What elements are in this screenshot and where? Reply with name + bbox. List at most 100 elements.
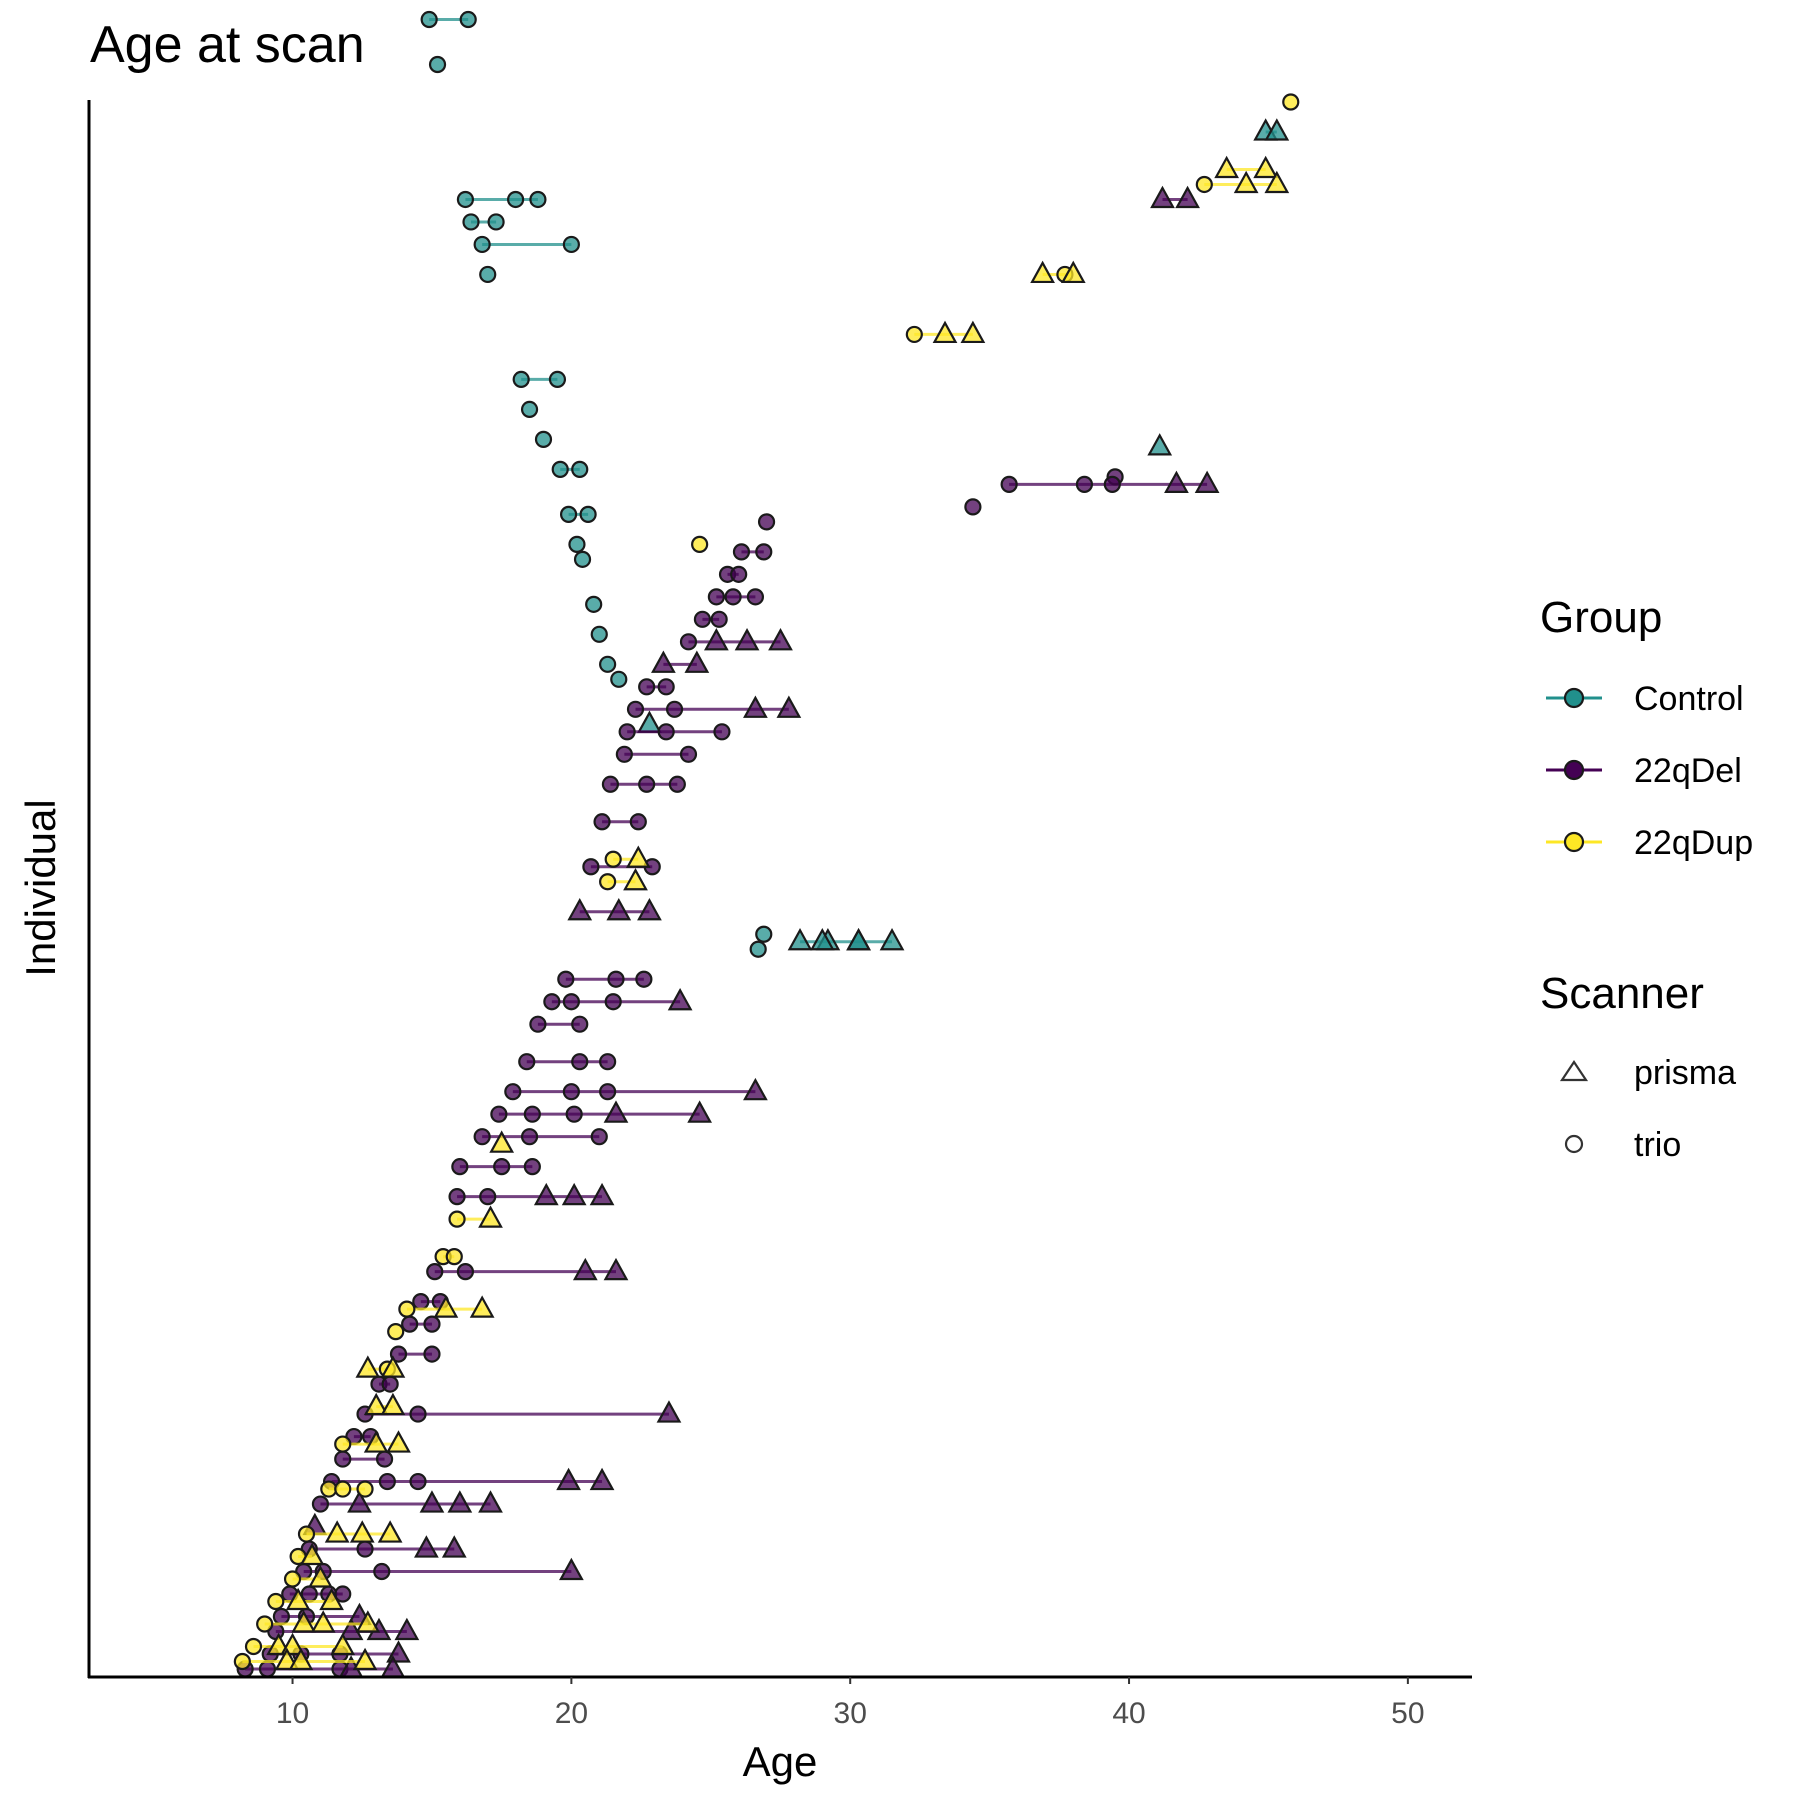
data-point-trio bbox=[473, 1128, 491, 1146]
data-point-trio bbox=[599, 655, 617, 673]
x-axis-ticks: 10 20 30 40 50 bbox=[276, 1677, 1425, 1730]
data-point-trio bbox=[1195, 175, 1213, 194]
data-point-trio bbox=[1282, 93, 1300, 111]
data-point-trio bbox=[551, 460, 569, 478]
legend-title-group: Group bbox=[1540, 593, 1662, 642]
data-point-prisma bbox=[299, 1542, 325, 1566]
data-point-prisma bbox=[291, 1610, 317, 1633]
data-point-trio bbox=[507, 190, 525, 209]
data-point-trio bbox=[657, 678, 675, 696]
data-point-trio bbox=[493, 1158, 511, 1176]
data-point-trio bbox=[710, 610, 728, 628]
legend-label: trio bbox=[1634, 1126, 1681, 1164]
data-point-prisma bbox=[285, 1587, 311, 1611]
data-point-prisma bbox=[308, 1565, 333, 1588]
data-point-trio bbox=[557, 970, 575, 988]
data-point-trio bbox=[512, 370, 530, 389]
data-point-prisma bbox=[1233, 170, 1259, 194]
data-point-trio bbox=[378, 1472, 396, 1491]
data-point-trio bbox=[1000, 475, 1018, 493]
data-point-prisma bbox=[447, 1490, 473, 1513]
data-point-trio bbox=[409, 1405, 427, 1423]
data-point-trio bbox=[543, 993, 561, 1011]
data-point-trio bbox=[448, 1188, 466, 1206]
data-point-prisma bbox=[489, 1130, 515, 1153]
legend-key-point bbox=[1563, 831, 1585, 853]
data-point-prisma bbox=[559, 1557, 584, 1581]
data-point-trio bbox=[679, 633, 698, 651]
data-point-prisma bbox=[656, 1400, 682, 1423]
data-point-prisma bbox=[561, 1182, 587, 1206]
data-point-prisma bbox=[589, 1467, 615, 1491]
data-point-trio bbox=[746, 588, 765, 606]
legend-key-point bbox=[1563, 687, 1585, 709]
data-point-trio bbox=[267, 1592, 285, 1611]
data-point-prisma bbox=[386, 1430, 411, 1453]
data-point-trio bbox=[504, 1083, 522, 1101]
data-point-trio bbox=[520, 400, 539, 419]
data-point-trio bbox=[1103, 475, 1121, 493]
data-point-prisma bbox=[1194, 470, 1220, 493]
data-point-prisma bbox=[347, 1490, 372, 1513]
plot-area bbox=[233, 10, 1300, 1678]
data-point-trio bbox=[334, 1450, 352, 1468]
legend-label: 22qDup bbox=[1634, 824, 1753, 862]
data-point-trio bbox=[448, 1210, 466, 1228]
data-point-prisma bbox=[363, 1430, 389, 1453]
data-point-trio bbox=[523, 1158, 541, 1176]
data-point-prisma bbox=[352, 1647, 378, 1671]
data-point-trio bbox=[426, 1263, 444, 1281]
data-point-prisma bbox=[355, 1355, 381, 1378]
data-point-trio bbox=[562, 993, 580, 1011]
series-22qDel bbox=[236, 185, 1220, 1678]
data-point-prisma bbox=[667, 987, 693, 1011]
data-point-prisma bbox=[1264, 118, 1290, 141]
data-point-prisma bbox=[960, 320, 986, 344]
data-point-trio bbox=[409, 1472, 427, 1491]
data-point-prisma bbox=[743, 695, 768, 718]
data-point-prisma bbox=[394, 1617, 420, 1641]
data-point-trio bbox=[473, 235, 491, 254]
data-point-trio bbox=[707, 588, 725, 606]
data-point-prisma bbox=[377, 1520, 403, 1543]
data-point-prisma bbox=[651, 650, 676, 673]
data-point-prisma bbox=[606, 897, 632, 921]
data-point-prisma bbox=[319, 1587, 344, 1611]
data-point-trio bbox=[356, 1540, 374, 1558]
x-tick-label: 40 bbox=[1112, 1697, 1145, 1730]
data-point-trio bbox=[629, 813, 647, 831]
data-point-trio bbox=[487, 213, 505, 231]
legend-label: Control bbox=[1634, 680, 1744, 718]
data-point-trio bbox=[571, 1053, 589, 1071]
data-point-trio bbox=[233, 1652, 251, 1671]
legend-label: prisma bbox=[1634, 1054, 1736, 1092]
data-point-trio bbox=[244, 1637, 263, 1656]
data-point-trio bbox=[1075, 475, 1094, 493]
data-point-trio bbox=[548, 370, 567, 389]
data-point-trio bbox=[579, 505, 597, 523]
data-point-trio bbox=[420, 10, 438, 29]
data-point-prisma bbox=[603, 1100, 629, 1123]
data-point-trio bbox=[490, 1105, 508, 1123]
data-point-trio bbox=[518, 1053, 536, 1071]
data-point-prisma bbox=[556, 1467, 581, 1491]
data-point-trio bbox=[423, 1315, 441, 1333]
data-point-prisma bbox=[533, 1182, 559, 1206]
data-point-prisma bbox=[603, 1257, 629, 1281]
data-point-trio bbox=[562, 235, 580, 254]
data-point-trio bbox=[730, 565, 748, 583]
data-point-prisma bbox=[1253, 155, 1279, 179]
data-point-trio bbox=[334, 1480, 352, 1498]
data-point-trio bbox=[375, 1450, 394, 1468]
data-point-prisma bbox=[478, 1490, 503, 1513]
data-point-trio bbox=[732, 543, 751, 561]
data-point-trio bbox=[668, 775, 686, 793]
data-point-trio bbox=[523, 1105, 541, 1123]
data-point-trio bbox=[398, 1300, 416, 1318]
data-point-trio bbox=[479, 265, 497, 284]
data-point-prisma bbox=[787, 927, 813, 951]
data-point-trio bbox=[562, 1083, 580, 1101]
data-point-trio bbox=[638, 678, 656, 696]
data-point-trio bbox=[615, 745, 633, 763]
